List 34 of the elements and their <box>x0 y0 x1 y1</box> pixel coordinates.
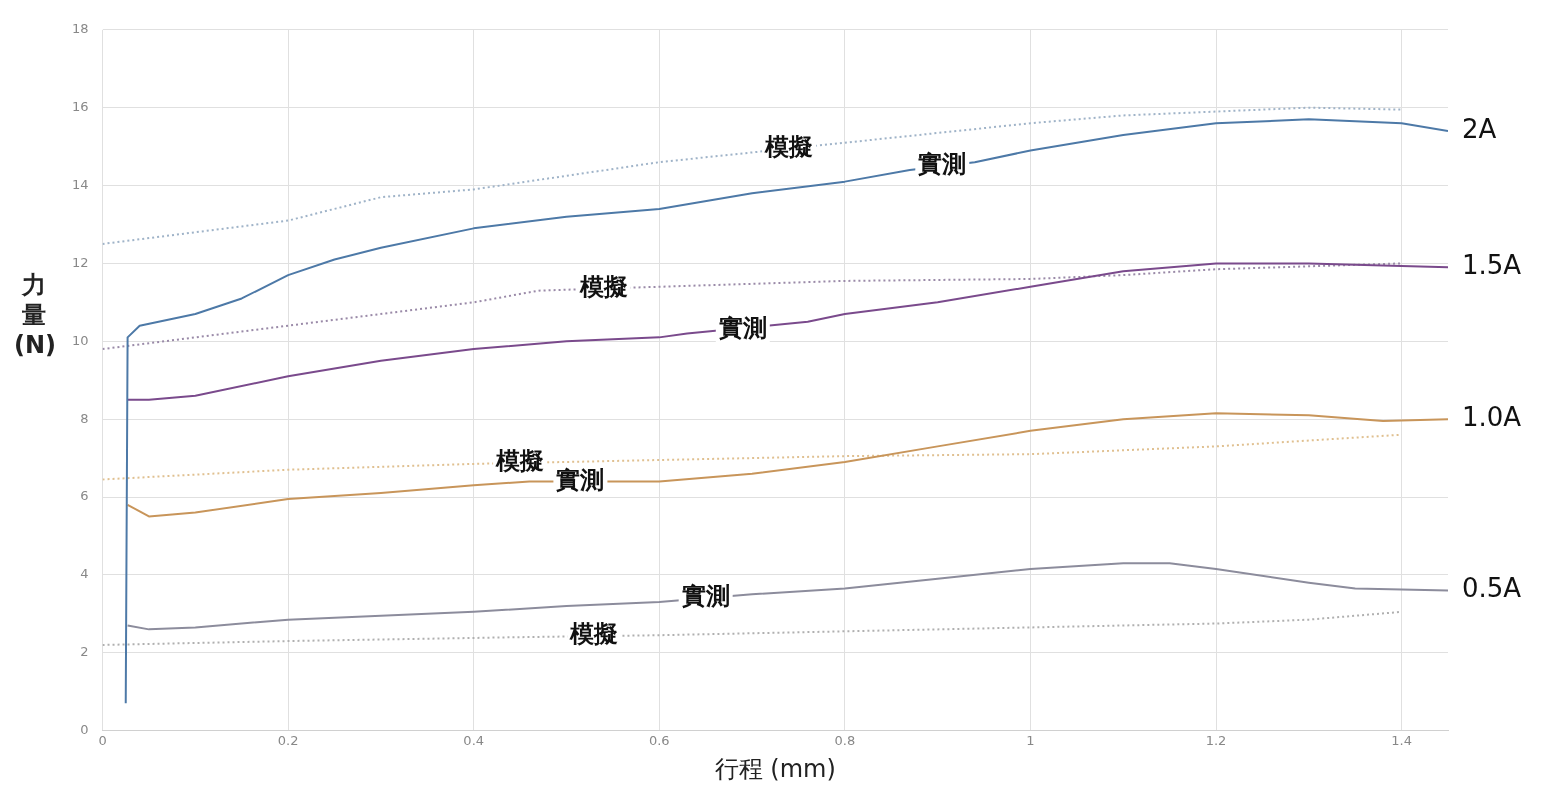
x-tick-label: 0 <box>98 732 107 748</box>
x-tick-label: 0.6 <box>648 732 670 748</box>
y-tick-label: 18 <box>72 21 89 37</box>
y-tick-label: 16 <box>72 99 89 115</box>
annotation: 模擬 <box>578 272 628 301</box>
annotation: 實測 <box>556 465 605 494</box>
annotation: 0.5A <box>1462 573 1522 604</box>
annotation: 實測 <box>681 582 730 611</box>
annotation: 實測 <box>718 313 767 342</box>
annotation: 2A <box>1462 113 1497 144</box>
x-tick-label: 1.4 <box>1391 732 1412 748</box>
y-tick-label: 6 <box>80 488 89 504</box>
annotation: 實測 <box>918 150 967 179</box>
annotation: 模擬 <box>495 446 545 475</box>
y-tick-label: 12 <box>72 254 89 270</box>
y-tick-label: 0 <box>80 721 89 737</box>
y-tick-label: 14 <box>72 176 89 192</box>
x-axis-title: 行程 (mm) <box>714 754 836 783</box>
annotation: 模擬 <box>569 620 619 649</box>
annotation: 1.5A <box>1462 250 1522 281</box>
line-series <box>102 106 1403 245</box>
x-tick-label: 0.8 <box>834 732 856 748</box>
y-tick-label: 2 <box>80 644 89 660</box>
y-tick-label: 10 <box>72 332 89 348</box>
annotation: 1.0A <box>1462 401 1522 432</box>
x-tick-label: 0.4 <box>463 732 485 748</box>
y-tick-label: 4 <box>80 566 89 582</box>
y-axis-title: 力量 (N) <box>14 270 57 360</box>
x-tick-label: 1 <box>1026 732 1035 748</box>
x-tick-label: 0.2 <box>277 732 299 748</box>
x-tick-label: 1.2 <box>1205 732 1227 748</box>
line-series <box>102 262 1403 351</box>
y-tick-label: 8 <box>80 410 89 426</box>
annotation: 模擬 <box>764 132 814 161</box>
